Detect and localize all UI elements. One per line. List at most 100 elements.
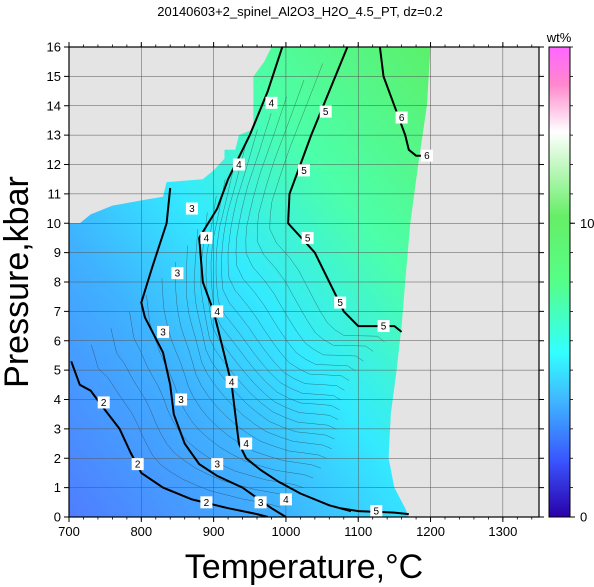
y-tick-label: 11 (48, 186, 62, 201)
contour-label-bg (370, 505, 383, 518)
colorbar-label: wt% (546, 30, 572, 45)
y-tick-label: 13 (47, 128, 61, 143)
contour-line-6 (378, 47, 431, 157)
y-tick-label: 10 (47, 216, 61, 231)
contour-label-bg (240, 437, 253, 450)
y-tick-label: 6 (54, 333, 61, 348)
x-axis-label: Temperature,°C (185, 548, 423, 586)
contour-label-bg (200, 231, 213, 244)
chart-title: 20140603+2_spinel_Al2O3_H2O_4.5_PT, dz=0… (157, 4, 443, 19)
contour-label-bg (97, 396, 110, 409)
minor-contour-line (215, 162, 342, 401)
contour-label-bg (211, 305, 224, 318)
contour-label: 3 (178, 395, 184, 406)
contour-label-bg (225, 375, 238, 388)
contour-label-bg (232, 158, 245, 171)
colorbar-tick-label: 10 (580, 216, 594, 231)
contour-label: 3 (189, 204, 195, 215)
colorbar-tick-label: 0 (580, 510, 587, 525)
contour-label: 3 (175, 269, 181, 280)
minor-contour-line (175, 262, 328, 459)
x-tick-label: 700 (58, 524, 80, 539)
minor-contour-line (161, 278, 322, 469)
minor-contour-line (269, 63, 385, 342)
contour-label-bg (254, 496, 267, 509)
x-tick-label: 1000 (271, 524, 300, 539)
y-tick-label: 16 (47, 40, 61, 55)
contour-label-bg (301, 231, 314, 244)
x-tick-label: 1300 (488, 524, 517, 539)
contour-label-bg (395, 111, 408, 124)
contour-label: 6 (399, 113, 405, 124)
contour-label: 4 (229, 377, 235, 388)
x-tick-label: 1100 (344, 524, 372, 539)
axis-ticks: 700 800 900 1000 1100 1200 1300012345678910111… (47, 40, 544, 539)
y-tick-label: 15 (47, 69, 61, 84)
contour-label: 5 (305, 233, 311, 244)
contour-label-bg (185, 202, 198, 215)
minor-contour-line (91, 344, 281, 508)
contour-line-4 (198, 47, 352, 513)
minor-contour-line (129, 311, 304, 489)
y-axis-label: Pressure,kbar (0, 176, 36, 388)
y-tick-label: 0 (54, 510, 61, 525)
contour-label: 5 (301, 166, 307, 177)
colorbar-ticks: 0 10 (570, 46, 594, 525)
x-tick-label: 1200 (416, 524, 445, 539)
y-tick-label: 7 (54, 304, 61, 319)
contour-label-bg (157, 325, 169, 338)
contour-label: 4 (243, 439, 249, 450)
contour-label-bg (298, 164, 310, 177)
contour-label-bg (279, 493, 292, 506)
contour-label-bg (334, 296, 347, 309)
contour-label: 4 (283, 495, 289, 506)
contour-label: 2 (135, 460, 141, 471)
minor-contour-line (227, 129, 350, 381)
y-tick-label: 3 (54, 421, 61, 436)
minor-contour-line (256, 80, 374, 352)
contour-label-bg (265, 96, 278, 109)
y-tick-label: 12 (47, 157, 61, 172)
contour-labels: 2 2 2 3 3 3 3 3 3 4 4 4 4 4 4 4 5 5 5 5 5 5 6 6 (97, 96, 433, 518)
contour-label-bg (171, 267, 184, 280)
contour-label: 5 (381, 322, 387, 333)
contour-label: 4 (269, 98, 275, 109)
y-tick-label: 5 (54, 363, 61, 378)
contour-label: 2 (101, 398, 107, 409)
x-tick-label: 800 (130, 524, 152, 539)
contour-label: 3 (258, 498, 264, 509)
grid-lines (69, 47, 539, 517)
minor-contour-line (245, 96, 364, 362)
contour-label: 4 (214, 307, 220, 318)
y-tick-label: 4 (54, 392, 61, 407)
y-tick-label: 14 (47, 98, 61, 113)
minor-contour-line (110, 328, 293, 498)
colorbar (548, 46, 571, 518)
contour-label-bg (420, 149, 433, 162)
minor-contour-line (193, 228, 335, 440)
contour-label: 3 (160, 327, 166, 338)
contour-label-bg (200, 496, 213, 509)
contour-label: 5 (337, 298, 343, 309)
x-tick-label: 900 (203, 524, 225, 539)
minor-contour-line (186, 245, 332, 450)
contour-label: 5 (374, 507, 380, 518)
contour-label: 4 (204, 233, 210, 244)
y-tick-label: 8 (54, 275, 61, 290)
contour-label: 6 (424, 151, 430, 162)
contour-label-bg (175, 393, 188, 406)
contour-label-bg (319, 105, 332, 118)
y-tick-label: 2 (54, 451, 61, 466)
contour-label: 4 (236, 160, 242, 171)
contour-line-3 (140, 187, 287, 517)
minor-contour-line (221, 146, 345, 391)
y-tick-label: 1 (54, 480, 61, 495)
minor-contour-line (235, 113, 356, 372)
contour-label-bg (211, 458, 224, 471)
contour-label: 3 (214, 460, 220, 471)
y-tick-label: 9 (54, 245, 61, 260)
contour-label: 5 (323, 107, 329, 118)
contour-line-5 (287, 47, 403, 333)
major-contours (70, 47, 431, 517)
